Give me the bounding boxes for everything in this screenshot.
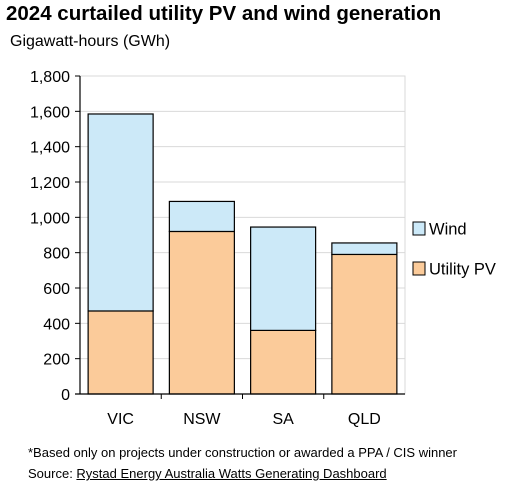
y-tick-label: 1,400 [30,140,70,157]
bar-utility-pv-vic [87,310,154,395]
y-tick-label: 200 [43,352,70,369]
x-tick-label: SA [272,411,294,428]
bar-utility-pv-qld [331,253,398,395]
bar-wind-qld [331,242,398,256]
legend-label-utility-pv: Utility PV [429,261,496,279]
y-tick-label: 400 [43,316,70,333]
x-tick-label: QLD [348,411,381,428]
y-tick-label: 800 [43,246,70,263]
legend-label-wind: Wind [429,221,467,239]
y-tick-label: 1,200 [30,175,70,192]
source-prefix: Source: [28,466,77,481]
x-tick-label: NSW [183,411,221,428]
y-tick-label: 1,800 [30,69,70,86]
bar-utility-pv-sa [250,329,317,395]
y-tick-label: 0 [61,387,70,404]
chart-title: 2024 curtailed utility PV and wind gener… [6,2,442,25]
bar-wind-vic [87,113,154,312]
chart-subtitle: Gigawatt-hours (GWh) [10,33,171,50]
x-tick-label: VIC [107,411,134,428]
stacked-bar-chart: 0 200 400 600 800 1,000 1,200 1,400 1,600 1,800 VI… [30,69,496,428]
legend-swatch-wind [412,221,426,236]
legend-swatch-utility-pv [412,261,426,276]
source-link[interactable]: Rystad Energy Australia Watts Generating… [76,466,387,481]
y-tick-label: 600 [43,281,70,298]
source-line: Source: Rystad Energy Australia Watts Ge… [28,466,387,481]
bar-utility-pv-nsw [168,230,235,395]
bar-wind-nsw [168,200,235,233]
y-tick-label: 1,000 [30,210,70,227]
y-tick-label: 1,600 [30,104,70,121]
footnote: *Based only on projects under constructi… [28,445,457,460]
bar-wind-sa [250,226,317,332]
